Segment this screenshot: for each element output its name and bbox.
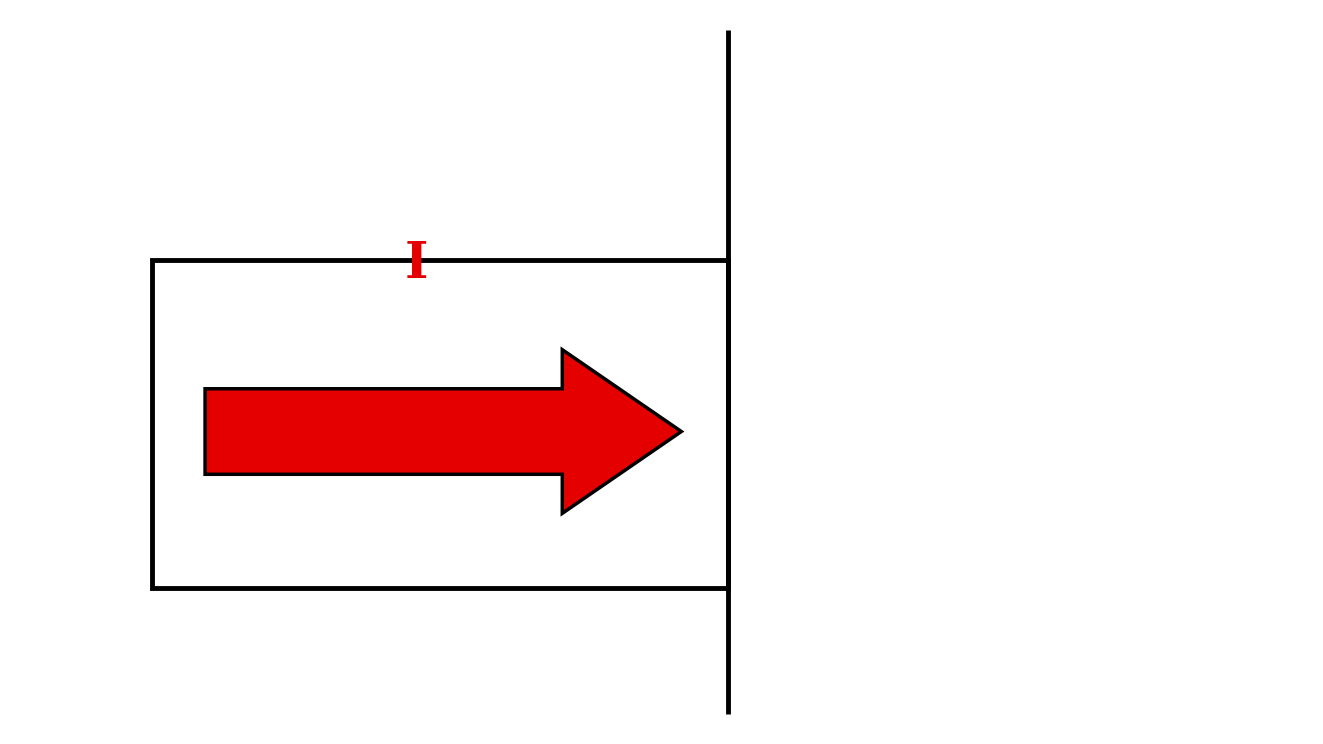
FancyArrow shape bbox=[205, 350, 681, 513]
Bar bbox=[152, 260, 728, 588]
Text: I: I bbox=[405, 240, 429, 289]
